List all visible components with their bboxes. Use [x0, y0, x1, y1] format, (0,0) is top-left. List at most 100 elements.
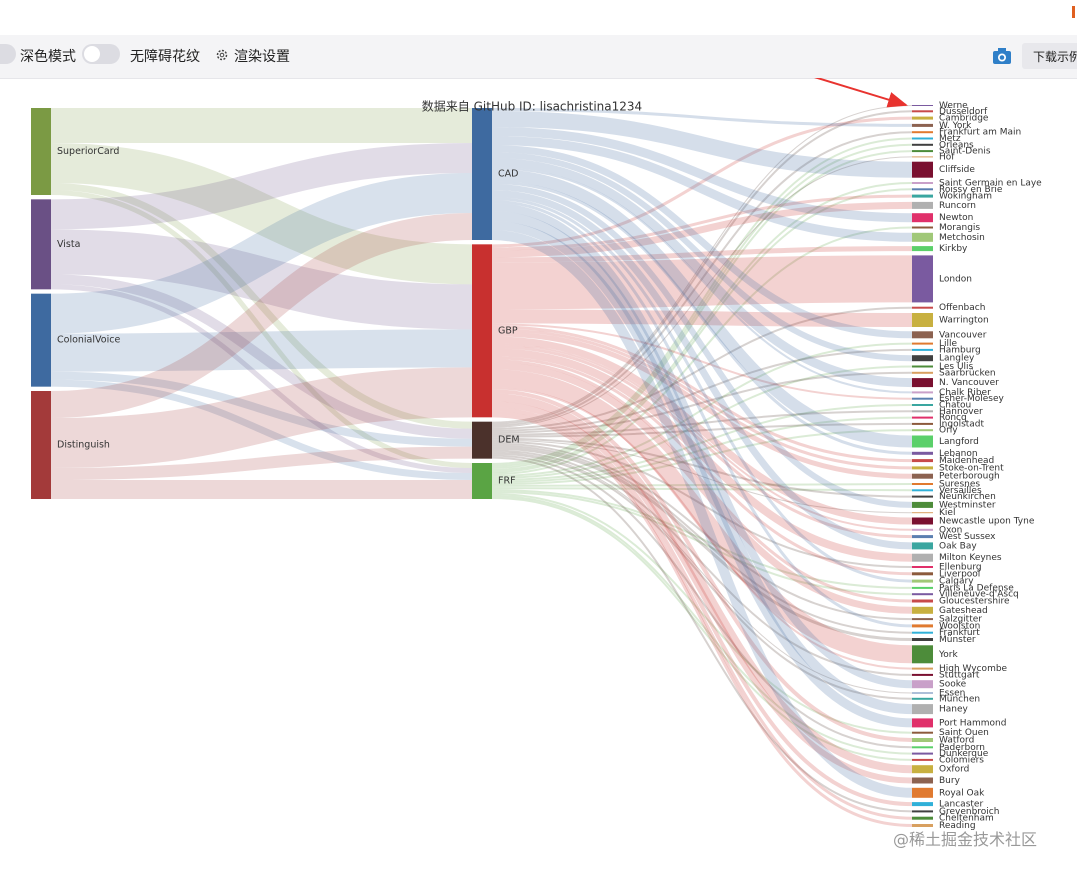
link — [491, 131, 913, 427]
node-label: Essen — [939, 689, 965, 699]
node-label: Villeneuve-d'Ascq — [939, 590, 1019, 600]
node-label: Lille — [939, 339, 958, 349]
node-label: Cheltenham — [939, 814, 994, 824]
node-label: Paderborn — [939, 743, 985, 753]
link — [491, 497, 913, 761]
link — [491, 393, 913, 774]
node-label: High Wycombe — [939, 664, 1008, 674]
node — [912, 201, 933, 209]
node — [912, 232, 933, 242]
node — [912, 777, 933, 784]
screenshot-button[interactable] — [992, 47, 1012, 65]
link — [491, 410, 913, 436]
node-label: Saint-Denis — [939, 147, 991, 157]
node-label: Ellenburg — [939, 563, 982, 573]
node-label: Oxon — [939, 525, 962, 535]
link — [50, 143, 473, 230]
pattern-toggle[interactable]: 无障碍花纹 — [130, 49, 200, 65]
node — [912, 802, 933, 807]
node — [912, 501, 933, 508]
link — [491, 255, 913, 310]
node — [912, 313, 933, 327]
node-label: Vista — [57, 239, 80, 250]
link — [491, 446, 913, 641]
dark-mode-toggle[interactable] — [82, 44, 120, 64]
node-label: Maidenhead — [939, 456, 994, 466]
link — [491, 456, 913, 813]
link — [491, 325, 913, 463]
node — [912, 156, 933, 158]
link — [491, 452, 913, 700]
node — [912, 528, 933, 531]
link — [491, 416, 913, 483]
link — [491, 197, 913, 583]
link — [491, 387, 913, 670]
link — [491, 203, 913, 689]
node — [912, 410, 933, 413]
node-label: Saint Germain en Laye — [939, 179, 1042, 189]
link — [491, 493, 913, 734]
link — [491, 489, 913, 589]
node — [912, 110, 933, 113]
node-label: Warrington — [939, 316, 989, 326]
node-label: CAD — [498, 169, 518, 180]
link — [491, 158, 913, 388]
node-label: Langford — [939, 437, 979, 447]
node — [912, 624, 933, 628]
link — [491, 411, 913, 820]
node-label: Lancaster — [939, 800, 983, 810]
node — [912, 718, 933, 728]
node-label: SuperiorCard — [57, 146, 119, 157]
node-label: Hof — [939, 152, 955, 162]
node-label: Metz — [939, 134, 961, 144]
link — [491, 145, 913, 339]
node — [912, 495, 933, 498]
link — [491, 451, 913, 694]
node-label: Woolston — [939, 621, 980, 631]
link — [491, 150, 913, 469]
node — [912, 631, 933, 634]
node — [912, 593, 933, 596]
node — [912, 579, 933, 583]
download-button[interactable]: 下载示例 — [1022, 43, 1077, 69]
node-label: Versailles — [939, 486, 982, 496]
link — [491, 201, 913, 258]
node-label: Kiel — [939, 508, 955, 518]
link — [491, 442, 913, 621]
node — [912, 371, 933, 374]
node-label: Grevenbroich — [939, 807, 999, 817]
render-settings[interactable]: 渲染设置 — [234, 49, 290, 65]
link — [491, 309, 913, 327]
link — [491, 336, 913, 525]
link — [491, 306, 913, 430]
link — [491, 348, 913, 562]
sankey-chart: SuperiorCard Vista ColonialVoice Distinguis… — [31, 78, 1042, 831]
toggle[interactable] — [0, 44, 16, 64]
link — [491, 110, 913, 425]
node — [912, 143, 933, 146]
node-label: London — [939, 274, 972, 284]
node — [912, 306, 933, 309]
node-label: Frankfurt — [939, 628, 980, 638]
link — [491, 182, 913, 471]
watermark: @稀土掘金技术社区 — [893, 830, 1038, 849]
node — [912, 765, 933, 774]
link — [50, 143, 473, 285]
node-label: Reading — [939, 821, 976, 831]
annotation-arrow — [814, 78, 908, 108]
node — [912, 194, 933, 198]
node — [912, 331, 933, 339]
node-label: Stoke-on-Trent — [939, 463, 1004, 473]
node — [912, 746, 933, 749]
link — [491, 342, 913, 477]
node — [912, 213, 933, 223]
node — [912, 255, 933, 303]
link — [491, 156, 913, 428]
link — [491, 440, 913, 568]
link — [491, 348, 913, 432]
link — [491, 211, 913, 715]
node — [912, 391, 933, 394]
link — [491, 369, 913, 664]
node-label: Kirkby — [939, 244, 968, 254]
